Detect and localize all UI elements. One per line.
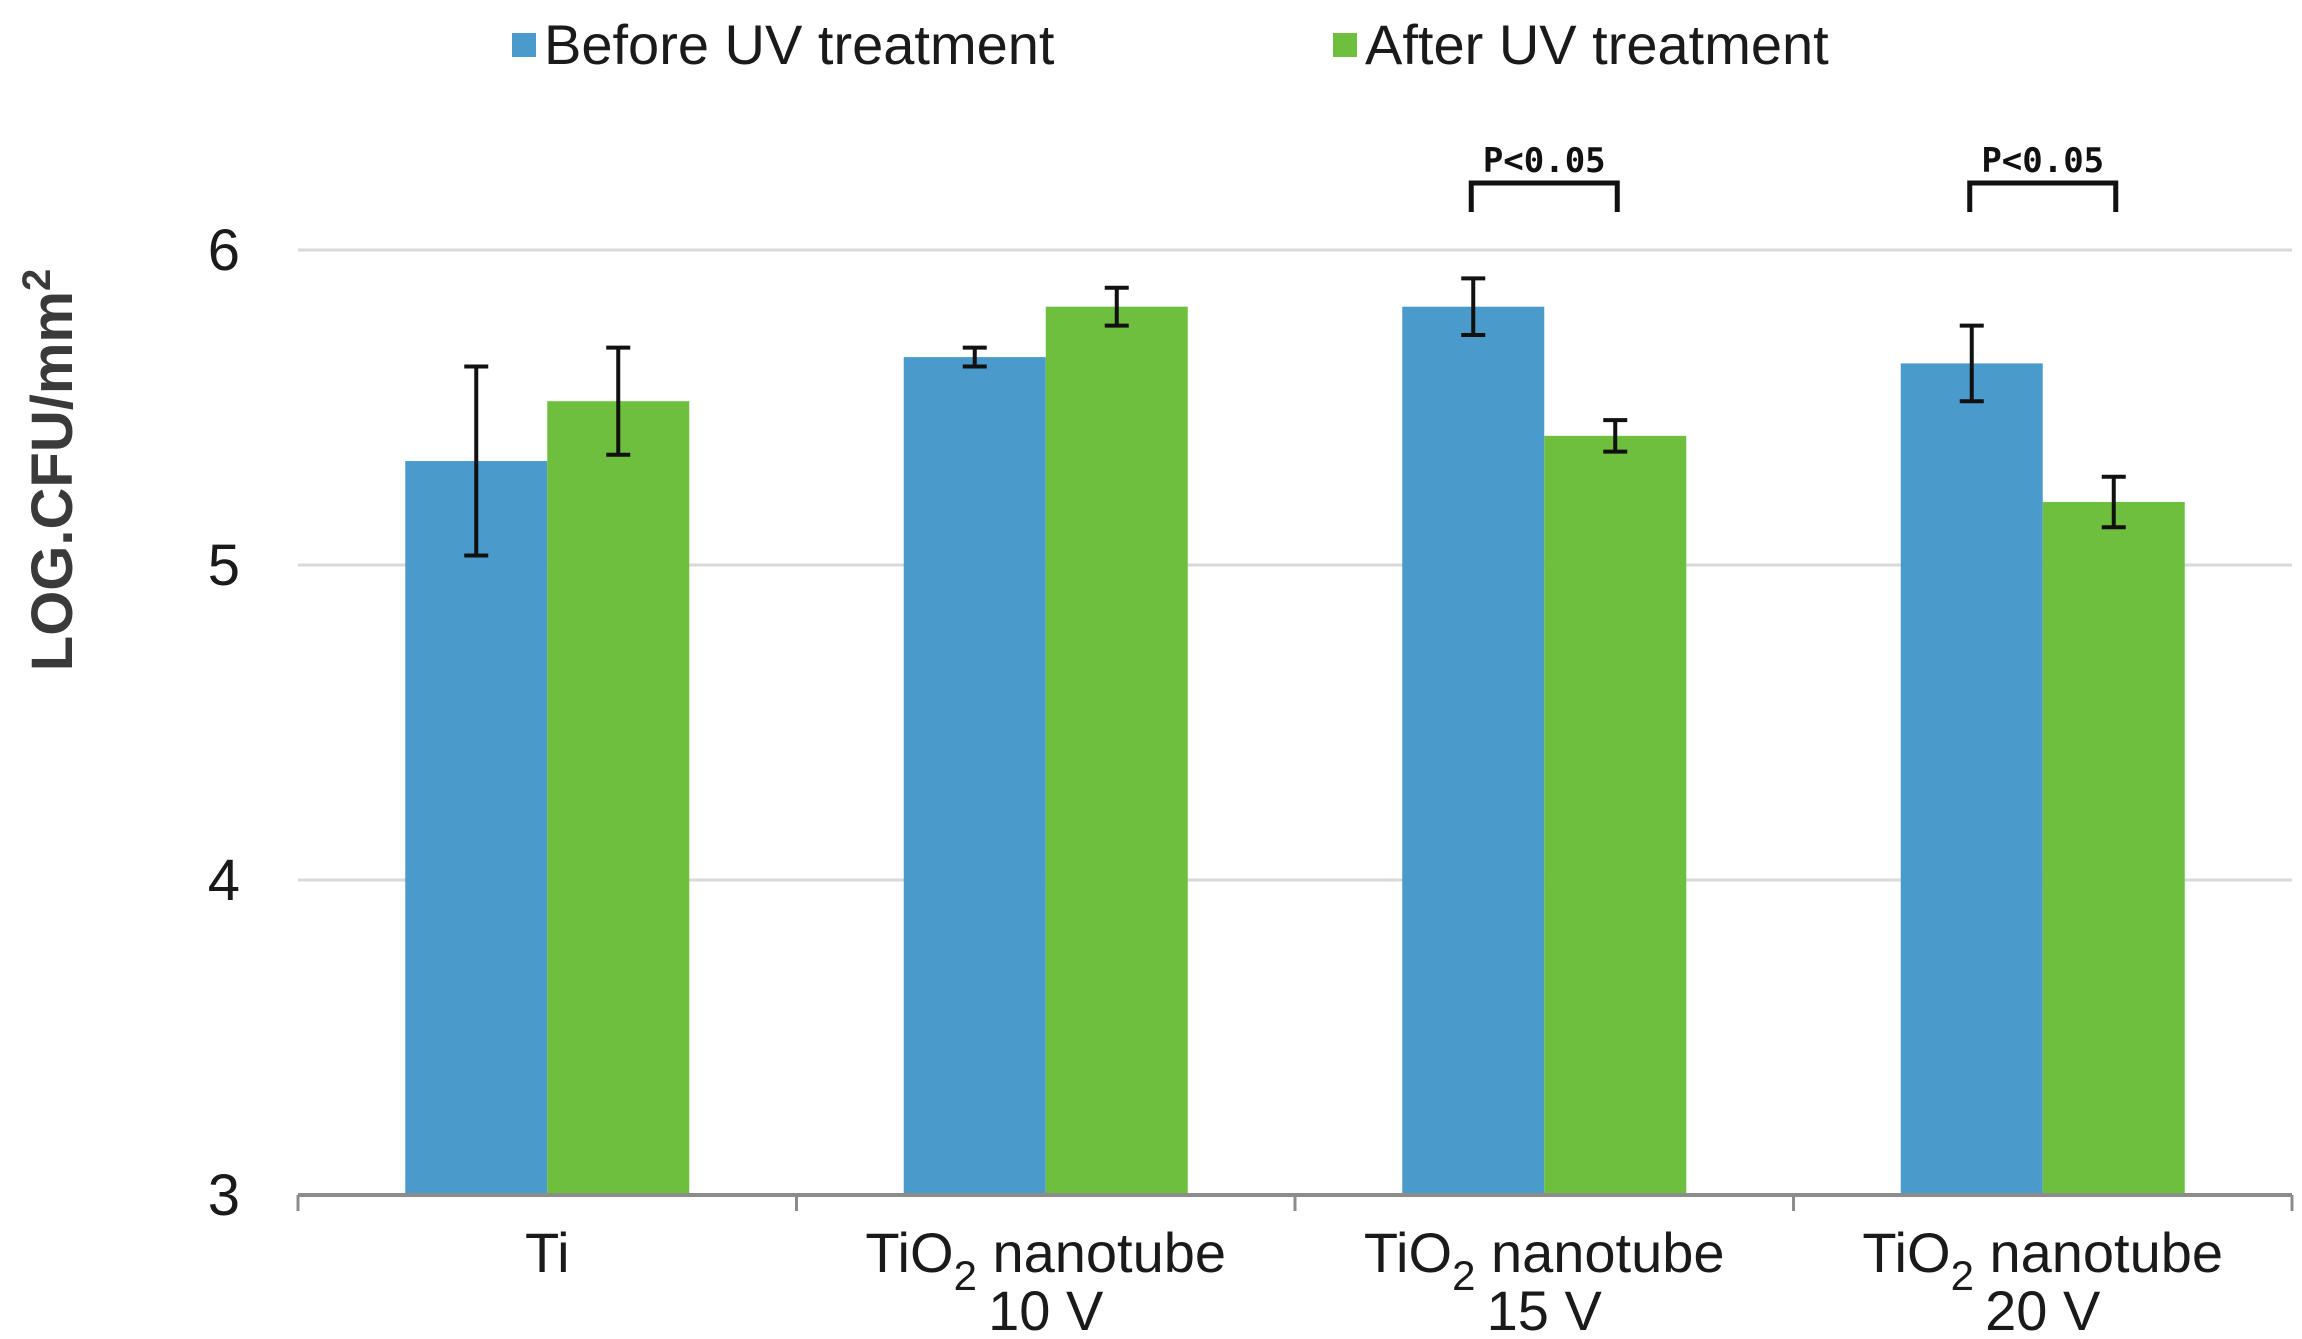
bar [1900, 363, 2043, 1195]
legend-swatch [1333, 33, 1357, 57]
significance-bracket [1967, 180, 2119, 212]
x-tick-label-suffix: nanotube [1475, 1221, 1724, 1284]
y-tick-label: 6 [208, 218, 240, 283]
bar [405, 461, 548, 1195]
bar [2042, 502, 2185, 1195]
x-tick-label-subscript: 2 [1951, 1252, 1974, 1299]
bar [1045, 306, 1188, 1195]
x-tick-label-main: Ti [525, 1221, 570, 1284]
x-tick-label-subscript: 2 [954, 1252, 977, 1299]
y-tick-label: 3 [208, 1163, 240, 1228]
bars [405, 276, 2185, 1196]
legend-swatch [512, 33, 536, 57]
bar [547, 401, 690, 1195]
legend: Before UV treatment After UV treatment [512, 13, 1829, 76]
x-tick-label-suffix: nanotube [1974, 1221, 2223, 1284]
bar [1402, 306, 1545, 1195]
x-tick-label: TiO2 nanotube [1862, 1221, 2223, 1299]
x-tick-label-line2: 15 V [1487, 1279, 1603, 1339]
axes [296, 1193, 2294, 1211]
significance-label: P<0.05 [1483, 141, 1606, 181]
y-axis-label-text: LOG.CFU/mm [20, 291, 85, 671]
x-tick-label: TiO2 nanotube [865, 1221, 1226, 1299]
significance-label: P<0.05 [1981, 141, 2104, 181]
y-tick-label: 4 [208, 848, 240, 913]
x-tick-label-main: TiO [865, 1221, 953, 1284]
y-axis-label: LOG.CFU/mm2 [15, 269, 85, 671]
x-tick-label-main: TiO [1862, 1221, 1950, 1284]
x-tick-label: TiO2 nanotube [1364, 1221, 1725, 1299]
y-axis-label-superscript: 2 [15, 269, 59, 291]
x-tick-label-line2: 20 V [1985, 1279, 2101, 1339]
annotations: P<0.05 P<0.05 [1468, 141, 2119, 212]
legend-label: Before UV treatment [544, 13, 1055, 76]
x-tick-label-suffix: nanotube [977, 1221, 1226, 1284]
bar [903, 357, 1046, 1196]
y-tick-label: 5 [208, 533, 240, 598]
x-tick-label-subscript: 2 [1452, 1252, 1475, 1299]
bar [1544, 435, 1687, 1196]
x-tick-label-main: TiO [1364, 1221, 1452, 1284]
significance-bracket [1468, 180, 1620, 212]
x-tick-label-line2: 10 V [988, 1279, 1104, 1339]
x-tick-label: Ti [525, 1221, 570, 1284]
legend-label: After UV treatment [1365, 13, 1829, 76]
